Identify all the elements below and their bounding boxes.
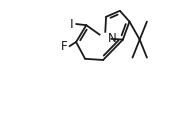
Text: I: I	[70, 18, 74, 30]
Text: N: N	[108, 32, 117, 45]
Circle shape	[100, 33, 110, 43]
Text: F: F	[60, 40, 67, 53]
